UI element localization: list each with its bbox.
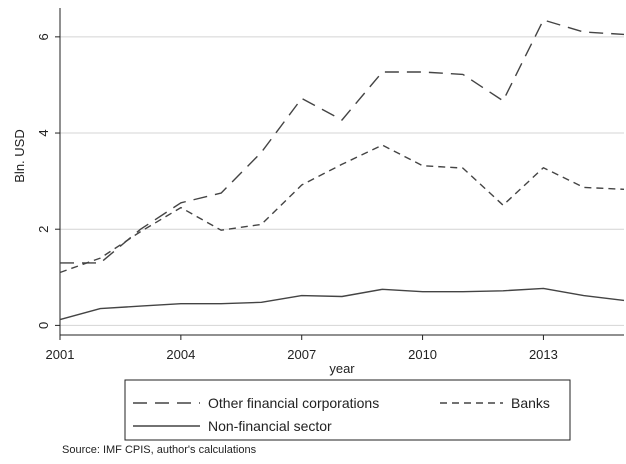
legend-label-2: Non-financial sector xyxy=(208,418,332,434)
axes: 0 2 4 6 2001 2004 2007 2010 2013 xyxy=(36,8,624,362)
x-tick-label-2001: 2001 xyxy=(46,347,75,362)
y-tick-label-2: 2 xyxy=(36,226,51,233)
x-tick-label-2010: 2010 xyxy=(408,347,437,362)
y-axis-title: Bln. USD xyxy=(12,129,27,182)
x-tick-label-2013: 2013 xyxy=(529,347,558,362)
y-tick-label-4: 4 xyxy=(36,129,51,136)
source-note: Source: IMF CPIS, author's calculations xyxy=(62,444,257,456)
x-tick-label-2004: 2004 xyxy=(166,347,195,362)
x-tick-label-2007: 2007 xyxy=(287,347,316,362)
legend-label-0: Other financial corporations xyxy=(208,395,379,411)
series-line-1 xyxy=(59,144,625,274)
legend-box xyxy=(124,379,571,441)
series-line-2 xyxy=(59,287,625,321)
legend-label-1: Banks xyxy=(511,395,550,411)
y-tick-label-6: 6 xyxy=(36,33,51,40)
x-axis-title: year xyxy=(329,361,355,376)
series-line-0 xyxy=(60,19,625,264)
gridlines xyxy=(60,36,624,326)
line-chart: 0 2 4 6 2001 2004 2007 2010 2013 Bln. USD year O… xyxy=(12,8,625,441)
y-tick-label-0: 0 xyxy=(36,322,51,329)
legend: Other financial corporations Banks Non-fin… xyxy=(124,379,571,441)
series-group xyxy=(59,19,625,321)
